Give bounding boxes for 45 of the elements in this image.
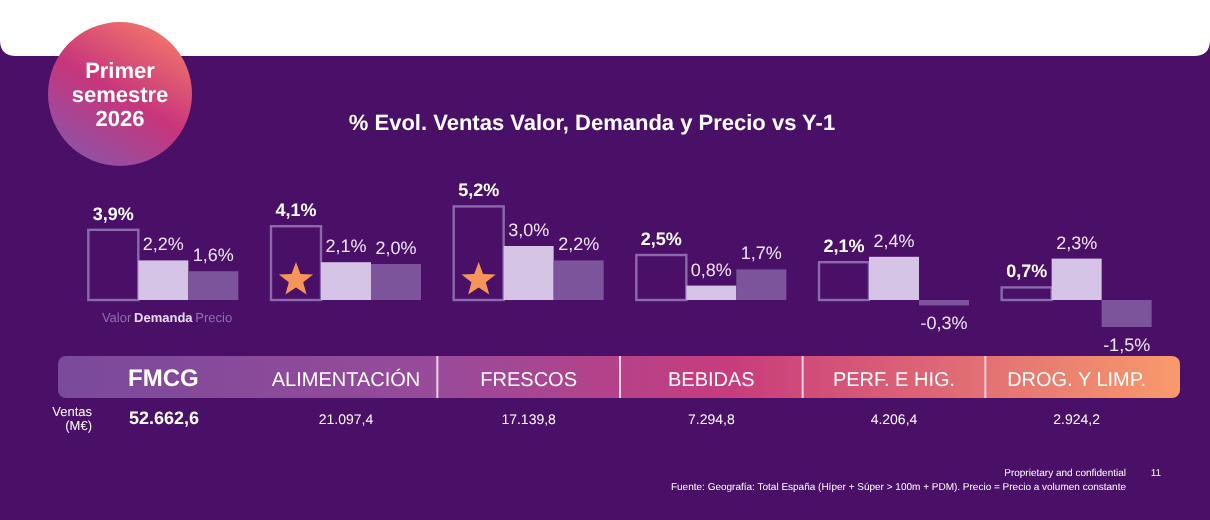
data-label: 5,2% [458,180,500,201]
bar [686,285,737,300]
bar [1101,300,1152,327]
bar [371,264,421,300]
bar [919,300,969,306]
bar [138,260,189,300]
x-tick-label: ALIMENTACIÓN [271,368,421,392]
bar [452,205,505,302]
bar [1051,258,1102,300]
x-tick-label: FMCG [128,364,199,392]
data-label: 2,1% [325,236,367,257]
x-tick-label: PERF. E HIG. [832,370,956,392]
data-label: 2,4% [873,230,915,251]
data-label: 0,8% [690,259,732,280]
data-label: 4,1% [275,200,317,221]
data-label: 2,3% [1056,232,1098,253]
data-label: 1,7% [740,243,782,264]
bar [188,271,239,300]
data-label: 3,0% [508,220,550,240]
bar [321,262,371,300]
data-label: 0,7% [1006,261,1048,282]
bar [553,260,604,300]
data-label: -1,5% [1103,335,1151,355]
text: Primer semestre 2026 [71,60,169,132]
x-tick-label: BEBIDAS [667,370,756,392]
data-label: -0,3% [920,313,968,334]
data-label: 2,2% [558,234,600,255]
data-label: 1,6% [192,245,234,266]
data-label: 2,1% [823,236,865,257]
bar [87,228,140,302]
x-tick-label: DROG. Y LIMP. [1007,370,1147,392]
bar [503,246,554,300]
bar [869,256,919,300]
bar [817,261,871,302]
bar [269,225,323,302]
chart-title: % Evol. Ventas Valor, Demanda y Precio vs Y-1 [348,112,836,136]
data-label: 2,0% [375,238,417,258]
data-label: 2,2% [142,234,184,255]
bar [635,253,688,302]
x-tick-label: FRESCOS [480,370,578,392]
bar [1000,286,1053,302]
bar [736,269,787,300]
text: 52.662,6 [128,408,200,428]
data-label: 2,5% [640,229,682,249]
data-label: 3,9% [92,203,134,224]
